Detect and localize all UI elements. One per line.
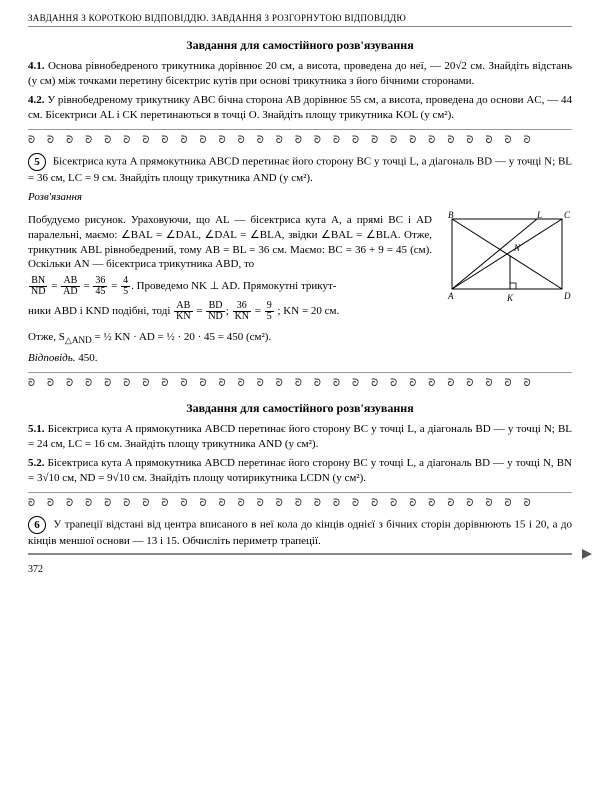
solution-body: Побудуємо рисунок. Ураховуючи, що AL — б… bbox=[28, 209, 432, 326]
solution-fracline-1: BNND = ABAD = 3645 = 45. Проведемо NK ⊥ … bbox=[28, 276, 432, 297]
svg-text:D: D bbox=[563, 291, 571, 301]
problem-num: 4.2. bbox=[28, 94, 45, 106]
page-header: ЗАВДАННЯ З КОРОТКОЮ ВІДПОВІДДЮ. ЗАВДАННЯ… bbox=[28, 12, 572, 27]
circle-number-6: 6 bbox=[28, 516, 46, 534]
problem-5-2: 5.2. Бісектриса кута A прямокутника ABCD… bbox=[28, 456, 572, 486]
problem-num: 4.1. bbox=[28, 60, 45, 72]
svg-text:N: N bbox=[513, 243, 521, 253]
svg-text:C: C bbox=[564, 210, 571, 220]
circle-number-5: 5 bbox=[28, 153, 46, 171]
spiral-divider: ᘐ ᘐ ᘐ ᘐ ᘐ ᘐ ᘐ ᘐ ᘐ ᘐ ᘐ ᘐ ᘐ ᘐ ᘐ ᘐ ᘐ ᘐ ᘐ ᘐ … bbox=[28, 129, 572, 150]
svg-text:B: B bbox=[448, 210, 454, 220]
problem-text: Бісектриса кута A прямокутника ABCD пере… bbox=[28, 457, 572, 484]
problem-num: 5.2. bbox=[28, 457, 45, 469]
solution-text-1: Побудуємо рисунок. Ураховуючи, що AL — б… bbox=[28, 213, 432, 272]
problem-5-1: 5.1. Бісектриса кута A прямокутника ABCD… bbox=[28, 422, 572, 452]
solution-kn: ; KN = 20 см. bbox=[278, 305, 340, 317]
problem-text: У рівнобедреному трикутнику ABC бічна ст… bbox=[28, 94, 572, 121]
answer-line: Відповідь. 450. bbox=[28, 351, 572, 366]
solution-final: Отже, S△AND = ½ KN · AD = ½ · 20 · 45 = … bbox=[28, 330, 572, 347]
footer-rule bbox=[28, 553, 572, 555]
problem-text: Бісектриса кута A прямокутника ABCD пере… bbox=[28, 423, 572, 450]
svg-text:A: A bbox=[447, 291, 454, 301]
problem-6: 6 У трапеції відстані від центра вписано… bbox=[28, 516, 572, 549]
solution-label: Розв'язання bbox=[28, 190, 572, 205]
svg-text:K: K bbox=[506, 293, 514, 303]
spiral-divider: ᘐ ᘐ ᘐ ᘐ ᘐ ᘐ ᘐ ᘐ ᘐ ᘐ ᘐ ᘐ ᘐ ᘐ ᘐ ᘐ ᘐ ᘐ ᘐ ᘐ … bbox=[28, 492, 572, 513]
spiral-divider: ᘐ ᘐ ᘐ ᘐ ᘐ ᘐ ᘐ ᘐ ᘐ ᘐ ᘐ ᘐ ᘐ ᘐ ᘐ ᘐ ᘐ ᘐ ᘐ ᘐ … bbox=[28, 372, 572, 393]
solution-fracline-2: ники ABD і KND подібні, тоді ABKN = BDND… bbox=[28, 301, 432, 322]
answer-label: Відповідь. bbox=[28, 352, 76, 364]
final-rest: = ½ KN · AD = ½ · 20 · 45 = 450 (см²). bbox=[94, 331, 271, 343]
solution-frac1-text: Проведемо NK ⊥ AD. Прямокутні трикут- bbox=[137, 280, 337, 292]
problem-4-2: 4.2. У рівнобедреному трикутнику ABC біч… bbox=[28, 93, 572, 123]
section-title-2: Завдання для самостійного розв'язування bbox=[28, 400, 572, 416]
solution-text-2: ники ABD і KND подібні, тоді bbox=[28, 305, 170, 317]
problem-text: Бісектриса кута A прямокутника ABCD пере… bbox=[28, 156, 572, 184]
page-number: 372 bbox=[28, 563, 572, 577]
problem-num: 5.1. bbox=[28, 423, 45, 435]
svg-text:L: L bbox=[536, 210, 542, 220]
problem-5: 5 Бісектриса кута A прямокутника ABCD пе… bbox=[28, 153, 572, 186]
problem-text: У трапеції відстані від центра вписаного… bbox=[28, 519, 572, 547]
problem-text: Основа рівнобедреного трикутника дорівню… bbox=[28, 60, 572, 87]
final-sub: △AND bbox=[65, 335, 92, 345]
section-title-1: Завдання для самостійного розв'язування bbox=[28, 37, 572, 53]
answer-value: 450. bbox=[76, 352, 98, 364]
figure-rectangle: B L C A K D N bbox=[442, 209, 572, 309]
final-pre: Отже, S bbox=[28, 331, 65, 343]
problem-4-1: 4.1. Основа рівнобедреного трикутника до… bbox=[28, 59, 572, 89]
